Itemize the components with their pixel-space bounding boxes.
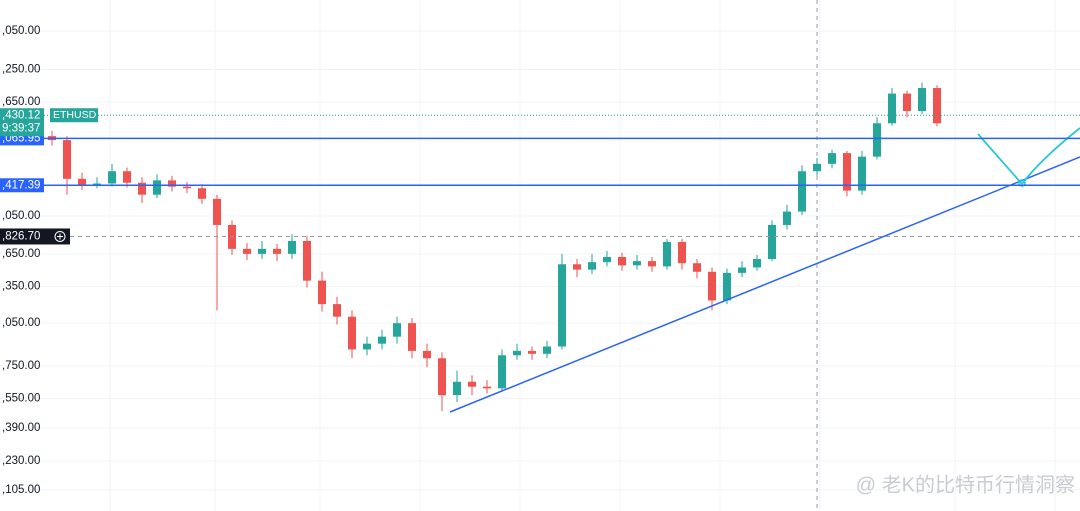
candle-body: [663, 241, 671, 267]
candle-body: [453, 381, 461, 396]
candle-body: [198, 188, 206, 199]
crosshair-label: ,826.70: [2, 231, 40, 243]
watermark: @ 老K的比特币行情洞察: [856, 473, 1075, 496]
candle-body: [348, 316, 356, 350]
candle-body: [813, 163, 821, 172]
y-tick-label: ,050.00: [2, 210, 40, 222]
y-tick-label: ,050.00: [2, 25, 40, 37]
candle-body: [858, 156, 866, 191]
candle-body: [288, 240, 296, 254]
candle-body: [273, 248, 281, 254]
projection-path: [977, 127, 1080, 185]
candle-body: [798, 171, 806, 212]
crosshair-plus-icon: [54, 230, 66, 242]
candle-body: [243, 248, 251, 254]
y-tick-label: ,050.00: [2, 317, 40, 329]
candle-body: [738, 267, 746, 273]
candle-body: [648, 261, 656, 267]
candle-body: [723, 272, 731, 301]
trendline: [449, 156, 1080, 413]
candle-body: [378, 336, 386, 344]
y-tick-label: ,650.00: [2, 96, 40, 108]
candle-body: [78, 178, 86, 186]
candle-body: [573, 264, 581, 270]
candle-body: [528, 350, 536, 354]
candle-body: [843, 153, 851, 191]
candles: [48, 82, 941, 412]
candle-body: [828, 153, 836, 164]
candle-body: [498, 355, 506, 389]
grid: [0, 30, 1080, 491]
candle-body: [93, 183, 101, 186]
candle-body: [63, 140, 71, 179]
y-tick-label: ,350.00: [2, 280, 40, 292]
candle-body: [708, 271, 716, 301]
candle-body: [933, 88, 941, 124]
level-label: ,417.39: [2, 179, 40, 191]
last-price-badge: [0, 108, 44, 137]
y-tick-label: ,230.00: [2, 455, 40, 467]
candle-body: [468, 381, 476, 387]
candle-body: [333, 304, 341, 317]
candle-body: [693, 263, 701, 272]
candle-body: [123, 171, 131, 183]
candle-body: [423, 350, 431, 359]
candle-body: [363, 343, 371, 350]
candle-body: [903, 93, 911, 112]
y-tick-label: ,650.00: [2, 248, 40, 260]
candle-body: [768, 224, 776, 260]
y-tick-label: ,250.00: [2, 63, 40, 75]
candle-body: [168, 180, 176, 187]
candle-body: [303, 240, 311, 281]
candle-body: [888, 93, 896, 124]
symbol-badge: [50, 108, 98, 123]
candle-body: [618, 256, 626, 266]
candle-body: [753, 259, 761, 268]
candle-body: [783, 211, 791, 225]
candle-body: [393, 323, 401, 337]
y-tick-label: ,750.00: [2, 360, 40, 372]
countdown: 9:39:37: [2, 122, 40, 134]
candle-body: [633, 261, 641, 266]
candle-body: [678, 241, 686, 264]
candle-body: [918, 88, 926, 112]
candle-body: [603, 256, 611, 263]
crosshair-badge: [0, 228, 70, 245]
candle-body: [408, 323, 416, 351]
candle-body: [588, 262, 596, 270]
candle-body: [258, 248, 266, 254]
last-price-label: ,430.12: [2, 109, 40, 121]
level-badge: [0, 178, 44, 193]
candle-body: [213, 198, 221, 225]
candle-body: [558, 264, 566, 347]
candle-body: [153, 180, 161, 195]
symbol: ETHUSD: [53, 109, 97, 121]
crosshair-plus-sign: [57, 233, 63, 240]
candle-body: [108, 171, 116, 184]
candle-body: [318, 280, 326, 305]
candle-body: [513, 350, 521, 356]
y-tick-label: ,105.00: [2, 484, 40, 496]
candle-body: [543, 346, 551, 354]
candle-body: [873, 123, 881, 157]
y-tick-label: ,550.00: [2, 393, 40, 405]
candle-body: [183, 186, 191, 189]
candle-body: [138, 182, 146, 195]
vertical-grid: [109, 0, 1056, 511]
overlay: ,050.00 ,250.00 ,650.00 ,050.00 ,650.00 ,350.…: [0, 25, 1080, 496]
candle-body: [483, 386, 491, 389]
candle-body: [438, 358, 446, 396]
y-tick-label: ,390.00: [2, 422, 40, 434]
